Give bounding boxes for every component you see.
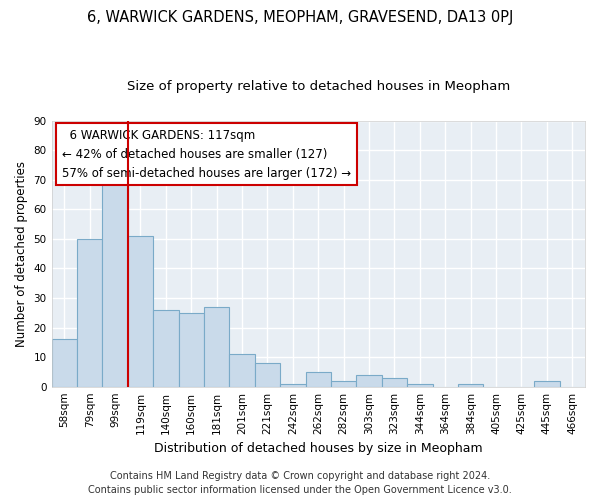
Bar <box>153 310 179 386</box>
Text: Contains HM Land Registry data © Crown copyright and database right 2024.
Contai: Contains HM Land Registry data © Crown c… <box>88 471 512 495</box>
Bar <box>77 239 103 386</box>
Bar <box>382 378 407 386</box>
Bar <box>280 384 305 386</box>
Text: 6 WARWICK GARDENS: 117sqm  
← 42% of detached houses are smaller (127)
57% of se: 6 WARWICK GARDENS: 117sqm ← 42% of detac… <box>62 128 352 180</box>
X-axis label: Distribution of detached houses by size in Meopham: Distribution of detached houses by size … <box>154 442 482 455</box>
Bar <box>229 354 255 386</box>
Y-axis label: Number of detached properties: Number of detached properties <box>15 160 28 346</box>
Bar <box>305 372 331 386</box>
Bar <box>534 381 560 386</box>
Bar <box>204 307 229 386</box>
Text: 6, WARWICK GARDENS, MEOPHAM, GRAVESEND, DA13 0PJ: 6, WARWICK GARDENS, MEOPHAM, GRAVESEND, … <box>87 10 513 25</box>
Bar <box>331 381 356 386</box>
Bar <box>255 363 280 386</box>
Bar <box>356 375 382 386</box>
Bar <box>179 313 204 386</box>
Bar <box>103 180 128 386</box>
Bar <box>52 340 77 386</box>
Title: Size of property relative to detached houses in Meopham: Size of property relative to detached ho… <box>127 80 510 93</box>
Bar <box>407 384 433 386</box>
Bar <box>458 384 484 386</box>
Bar <box>128 236 153 386</box>
